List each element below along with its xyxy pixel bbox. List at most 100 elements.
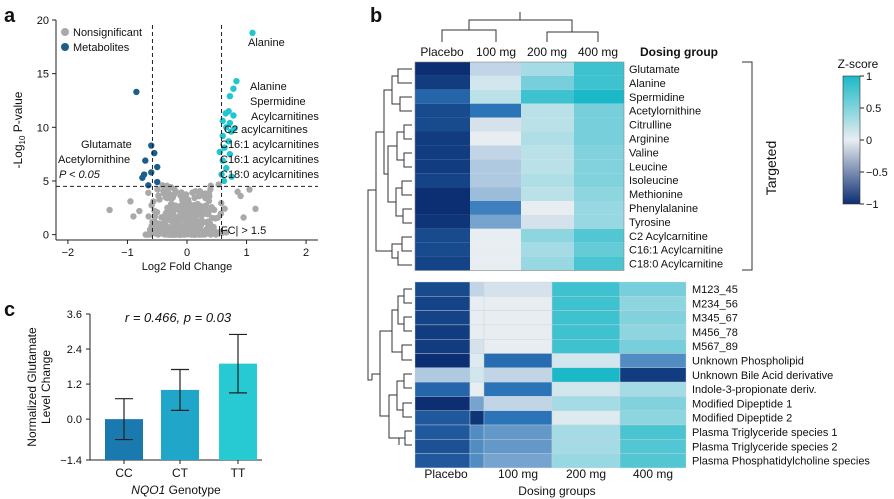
bar-chart: r = 0.466, p = 0.03 −1.4 0.0 1.2 2.4 3.6 CC CT…: [25, 309, 262, 497]
bar-category-label: CC: [115, 466, 133, 480]
heatmap-cell: [470, 62, 521, 76]
volcano-point: [252, 205, 259, 213]
heatmap-cell: [469, 367, 485, 383]
volcano-points: [106, 29, 259, 238]
heatmap-column-header: 200 mg: [527, 45, 567, 59]
heatmap-cell: [619, 381, 687, 397]
volcano-point-down: [148, 169, 155, 176]
zscore-colorbar: Z-score 1 0.5 0 −0.5 −1: [838, 57, 888, 211]
heatmap-row-label: Acetylornithine: [629, 106, 701, 118]
heatmap-cell: [414, 296, 471, 311]
heatmap-cell: [521, 117, 574, 132]
heatmap-cell: [469, 410, 485, 426]
heatmap-cell: [619, 310, 687, 326]
volcano-point: [190, 211, 197, 219]
volcano-label-up: Alanine: [248, 37, 285, 49]
heatmap-cells: [414, 61, 687, 469]
heatmap-cell: [414, 281, 471, 297]
dendrogram-branch: [391, 75, 400, 105]
volcano-point: [184, 230, 191, 237]
volcano-point: [172, 217, 179, 224]
heatmap-row-label: Isoleucine: [629, 175, 679, 187]
volcano-label-up: C16:1 acylcarnitines: [220, 154, 320, 166]
volcano-point: [162, 231, 170, 238]
heatmap-cell: [521, 159, 574, 174]
volcano-point: [154, 186, 161, 193]
colorbar-tick-label: 0: [866, 135, 872, 147]
heatmap-cell: [470, 103, 521, 118]
volcano-point-down: [133, 88, 140, 96]
volcano-point: [130, 213, 137, 220]
dendrogram-branch: [391, 309, 402, 353]
colorbar-tick-label: −0.5: [866, 167, 888, 179]
heatmap-cell: [415, 256, 470, 271]
colorbar-gradient: [842, 75, 861, 205]
heatmap-column-footer-label: 100 mg: [498, 467, 538, 481]
volcano-point: [221, 205, 228, 212]
heatmap-cell: [574, 187, 624, 201]
volcano-point: [161, 219, 168, 226]
heatmap-row-label: Indole-3-propionate deriv.: [692, 384, 817, 396]
dendrogram-branch: [398, 437, 405, 445]
heatmap-cell: [470, 89, 521, 104]
volcano-label-up: C18:0 acylcarnitines: [220, 169, 320, 181]
heatmap-cell: [521, 145, 574, 160]
heatmap-cell: [574, 131, 624, 146]
heatmap-cell: [469, 296, 485, 311]
heatmap-cell: [415, 145, 470, 160]
targeted-block-border: [414, 61, 625, 271]
legend-label-metabolites: Metabolites: [73, 42, 130, 54]
heatmap-cell: [483, 424, 553, 440]
volcano-point: [193, 229, 200, 236]
bar-category-label: TT: [231, 466, 246, 480]
volcano-point: [211, 228, 219, 235]
heatmap-cell: [470, 117, 521, 132]
dendrogram-branch: [401, 180, 412, 196]
volcano-point: [202, 191, 209, 199]
heatmap-row-label: Unknown Bile Acid derivative: [692, 370, 833, 382]
volcano-point-up: [233, 77, 240, 85]
volcano-point: [158, 214, 165, 221]
bar-category-label: CT: [172, 466, 189, 480]
volcano-point-up: [225, 138, 232, 145]
volcano-point: [181, 205, 189, 212]
heatmap-row-label: M123_45: [692, 284, 738, 296]
dendrogram-branch: [546, 31, 599, 42]
heatmap-cell: [415, 242, 470, 257]
heatmap-x-label: Dosing groups: [518, 484, 595, 498]
heatmap-cell: [551, 396, 621, 411]
volcano-label-up: Alanine: [250, 81, 287, 93]
bar-x-label: NQO1 Genotype: [131, 483, 221, 497]
dendrogram-branch: [367, 189, 376, 381]
volcano-point: [178, 189, 185, 196]
volcano-point: [159, 182, 166, 189]
volcano-point: [208, 204, 215, 211]
volcano-x-tick-label: −2: [62, 247, 75, 259]
dendrogram-branch: [397, 68, 412, 84]
heatmap-cell: [551, 310, 621, 326]
heatmap-column-headers: Placebo 100 mg 200 mg 400 mg: [420, 45, 618, 59]
heatmap-cell: [619, 410, 687, 426]
heatmap-cell: [521, 103, 574, 118]
volcano-point-up: [221, 144, 228, 151]
heatmap-cell: [483, 381, 553, 397]
heatmap-cell: [483, 324, 553, 340]
volcano-point-up: [230, 112, 237, 119]
heatmap-cell: [521, 256, 574, 271]
heatmap-cell: [619, 439, 687, 454]
volcano-point: [172, 202, 179, 209]
volcano-point-up: [230, 85, 237, 92]
heatmap-cell: [414, 439, 471, 454]
volcano-point-up: [223, 124, 230, 131]
volcano-point: [205, 210, 212, 217]
volcano-x-tick-label: 1: [243, 247, 249, 259]
heatmap-cell: [574, 173, 624, 188]
volcano-point: [150, 198, 157, 205]
volcano-label-down: Glutamate: [81, 139, 132, 151]
heatmap-row-label: Valine: [629, 147, 659, 159]
heatmap-cell: [619, 396, 687, 411]
heatmap-cell: [574, 75, 624, 90]
dendrogram-branch: [401, 344, 412, 361]
